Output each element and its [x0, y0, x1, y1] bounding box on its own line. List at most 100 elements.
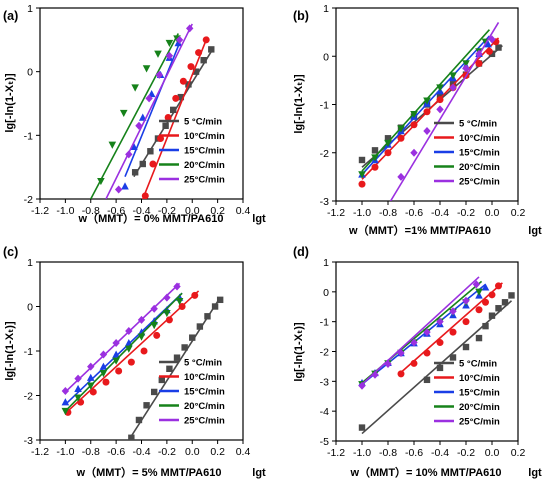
data-point	[216, 296, 224, 304]
data-point	[74, 374, 82, 383]
data-point	[175, 35, 184, 44]
data-point	[436, 317, 444, 326]
data-point	[488, 312, 496, 319]
series-25c-per-min	[61, 282, 181, 396]
data-point	[139, 160, 146, 168]
series-10c-per-min	[64, 290, 200, 416]
data-point	[449, 328, 457, 336]
data-point	[211, 303, 219, 310]
data-point	[196, 323, 204, 330]
data-point	[166, 365, 173, 372]
data-point	[384, 139, 392, 148]
legend: 5 °C/min 10°C/min 15°C/min 20°C/min 25°C/min	[434, 119, 500, 188]
data-point	[462, 296, 470, 305]
data-point	[155, 70, 163, 79]
legend-label: 15°C/min	[459, 148, 500, 159]
fit-line	[361, 276, 480, 385]
data-point	[436, 339, 444, 347]
data-point	[178, 303, 186, 310]
data-point	[204, 313, 211, 320]
data-point	[125, 150, 133, 159]
data-point	[61, 398, 70, 406]
data-point	[150, 304, 158, 313]
legend-label: 25°C/min	[184, 175, 225, 186]
legend-label: 20°C/min	[459, 402, 500, 413]
data-point	[74, 394, 82, 402]
data-point	[501, 299, 509, 306]
data-point	[475, 288, 483, 296]
x-tick-label: 0.2	[210, 205, 225, 217]
y-tick-label: 1	[27, 257, 33, 269]
data-point	[173, 354, 181, 361]
y-axis-label: lg[-ln(1-Xₜ)]	[293, 322, 305, 382]
legend: 5 °C/min 10°C/min 15°C/min 20°C/min 25°C/min	[159, 117, 225, 186]
data-point	[108, 141, 117, 149]
data-point	[145, 94, 153, 103]
data-point	[127, 358, 135, 366]
data-point	[99, 362, 108, 370]
data-point	[174, 39, 183, 47]
data-point	[358, 171, 366, 179]
data-point	[202, 36, 210, 44]
data-point	[112, 357, 120, 365]
y-tick-label: 0	[323, 51, 329, 63]
x-tick-label: -0.2	[457, 447, 475, 459]
x-tick-label: -1.2	[31, 446, 49, 458]
data-point	[163, 309, 171, 318]
data-point	[410, 338, 418, 347]
x-tick-label: -1.2	[327, 207, 345, 219]
data-point	[112, 338, 120, 347]
legend-label: 15°C/min	[459, 388, 500, 399]
data-point	[482, 298, 489, 306]
data-point	[179, 77, 187, 85]
data-point	[358, 180, 366, 188]
legend-label: 20°C/min	[184, 401, 225, 412]
y-axis-label: lg[-ln(1-Xₜ)]	[4, 73, 16, 133]
data-point	[475, 334, 483, 342]
x-tick-label: -0.4	[431, 447, 449, 459]
data-point	[200, 57, 207, 64]
data-point	[358, 381, 366, 390]
data-point	[358, 424, 366, 431]
data-point	[89, 388, 97, 396]
x-axis-label: lgt	[528, 467, 542, 479]
data-point	[423, 328, 431, 337]
data-point	[97, 177, 105, 186]
legend: 5 °C/min 10°C/min 15°C/min 20°C/min 25°C/min	[159, 358, 225, 427]
data-point	[423, 97, 431, 105]
data-point	[147, 148, 154, 155]
data-point	[141, 192, 149, 199]
legend: 5 °C/min 10°C/min 15°C/min 20°C/min 25°C/min	[434, 359, 500, 428]
x-tick-label: -1.0	[56, 446, 74, 458]
x-tick-label: -0.2	[158, 205, 176, 217]
data-point	[481, 283, 490, 291]
y-tick-label: -2	[320, 148, 329, 160]
x-tick-label: 0.2	[511, 207, 526, 219]
data-point	[150, 388, 158, 396]
plot-area	[358, 22, 503, 201]
data-point	[189, 334, 196, 341]
legend-label: 10°C/min	[459, 373, 500, 384]
x-tick-label: -1.2	[31, 205, 49, 217]
data-point	[508, 292, 515, 299]
y-axis-label: lg[-ln(1-Xₜ)]	[293, 74, 305, 134]
data-point	[162, 122, 169, 129]
data-point	[397, 125, 405, 133]
plot-area	[61, 282, 224, 440]
data-point	[61, 407, 70, 416]
data-point	[449, 354, 457, 361]
series-25c-per-min	[389, 22, 500, 201]
data-point	[77, 398, 85, 406]
data-point	[449, 83, 457, 92]
y-tick-label: -2	[24, 194, 33, 206]
data-point	[150, 321, 158, 330]
y-tick-label: 1	[27, 3, 33, 15]
series-25c-per-min	[105, 23, 194, 199]
x-tick-label: -0.6	[107, 205, 125, 217]
data-point	[177, 93, 185, 101]
y-tick-label: 1	[323, 3, 329, 15]
data-point	[384, 360, 392, 369]
data-point	[74, 384, 82, 393]
y-tick-label: -3	[320, 376, 329, 388]
data-point	[115, 367, 123, 375]
